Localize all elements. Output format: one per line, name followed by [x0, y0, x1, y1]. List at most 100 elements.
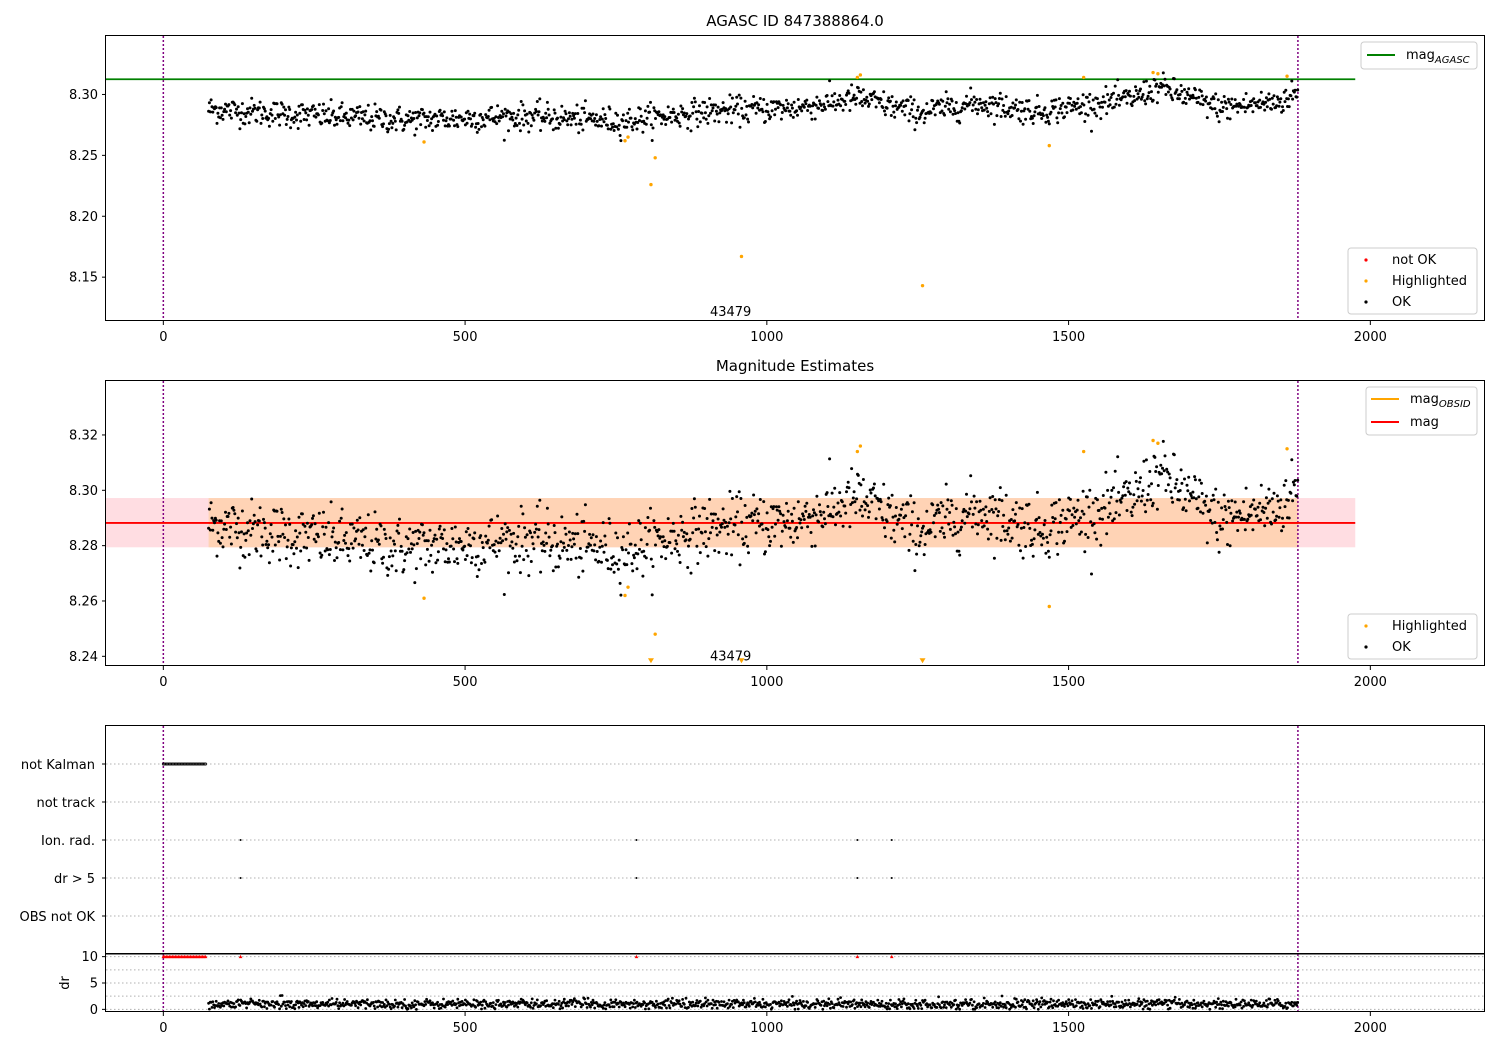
ok-point	[248, 519, 252, 523]
ok-point	[810, 544, 814, 548]
legend-marker-highlighted	[1364, 624, 1368, 628]
ok-point	[837, 510, 841, 514]
ok-point	[911, 539, 915, 543]
ok-point	[859, 483, 863, 487]
ok-point	[1132, 493, 1136, 497]
ok-point	[874, 105, 878, 109]
panel2-title: Magnitude Estimates	[716, 357, 874, 375]
ok-point	[1264, 496, 1268, 500]
ok-point	[856, 86, 860, 90]
ok-point	[432, 537, 436, 541]
ok-point	[941, 99, 945, 103]
dr-point	[720, 1000, 723, 1003]
ok-point	[685, 532, 689, 536]
ok-point	[985, 106, 989, 110]
ok-point	[914, 116, 918, 120]
dr-point	[681, 998, 684, 1001]
dr-gt-5-point	[890, 877, 893, 879]
ok-point	[828, 457, 832, 461]
dr-gt-5-point	[635, 877, 638, 879]
ok-point	[1076, 97, 1080, 101]
ok-point	[240, 509, 244, 513]
ok-point	[1061, 508, 1065, 512]
ok-point	[1088, 92, 1092, 96]
ok-point	[692, 516, 696, 520]
ok-point	[993, 498, 997, 502]
dr-point	[617, 1002, 620, 1005]
ok-point	[864, 502, 868, 505]
ok-point	[429, 553, 433, 557]
dr-point	[906, 1002, 910, 1006]
dr-point	[949, 1005, 953, 1009]
not-kalman-point	[164, 762, 168, 766]
dr-point	[1040, 996, 1044, 1000]
ok-point	[703, 101, 707, 104]
ok-point	[780, 111, 784, 114]
ok-point	[562, 118, 566, 122]
ok-point	[1065, 530, 1069, 534]
ok-point	[244, 115, 248, 118]
ok-point	[1183, 96, 1187, 100]
ok-point	[872, 486, 875, 490]
ok-point	[980, 106, 984, 110]
ok-point	[501, 115, 505, 119]
panel2-annotation: 43479	[710, 649, 751, 664]
dr-point	[1265, 1005, 1269, 1009]
dr-point	[529, 1001, 533, 1005]
ok-point	[1264, 506, 1268, 510]
ok-point	[257, 106, 261, 110]
ok-point	[1209, 519, 1213, 522]
ok-point	[1160, 85, 1164, 89]
ok-point	[939, 501, 943, 505]
ok-point	[451, 114, 455, 118]
dr-point	[900, 1002, 904, 1006]
dr-point	[778, 1004, 782, 1008]
ok-point	[1051, 516, 1055, 519]
ok-point	[1007, 109, 1011, 113]
ok-point	[945, 507, 949, 511]
ok-point	[240, 530, 243, 534]
ok-point	[509, 532, 513, 536]
dr-point	[1067, 998, 1071, 1001]
dr-point	[1154, 1003, 1158, 1007]
ok-point	[639, 114, 643, 118]
ok-point	[335, 122, 339, 126]
ok-point	[406, 114, 410, 118]
ok-point	[495, 554, 499, 558]
ok-point	[756, 519, 760, 523]
dr-point	[480, 1007, 483, 1011]
ok-point	[675, 116, 679, 120]
dr-point	[736, 1000, 740, 1004]
ok-point	[453, 124, 456, 128]
ok-point	[1046, 119, 1050, 123]
ok-point	[381, 125, 385, 129]
ok-point	[602, 550, 606, 554]
dr-point	[539, 1004, 542, 1008]
dr-point	[982, 996, 986, 1000]
ok-point	[1295, 95, 1299, 99]
ok-point	[687, 544, 690, 548]
ok-point	[1228, 117, 1232, 121]
ok-point	[850, 83, 854, 87]
ok-point	[1272, 491, 1276, 495]
ok-point	[1277, 515, 1281, 519]
ok-point	[520, 117, 524, 121]
ok-point	[1212, 97, 1216, 101]
dr-point	[619, 1000, 623, 1004]
ok-point	[549, 548, 553, 552]
ok-point	[1115, 499, 1119, 503]
ok-point	[297, 104, 301, 108]
panel4-xtick-label: 1500	[1052, 1021, 1085, 1036]
ok-point	[472, 537, 476, 541]
ok-point	[652, 106, 656, 110]
ok-point	[632, 553, 636, 557]
ok-point	[459, 115, 463, 119]
ok-point	[624, 119, 628, 123]
ok-point	[480, 125, 483, 129]
ok-point	[1134, 85, 1137, 89]
ok-point	[534, 522, 538, 526]
ok-point	[1019, 119, 1022, 123]
ok-point	[1109, 495, 1113, 499]
ok-point	[215, 121, 219, 125]
